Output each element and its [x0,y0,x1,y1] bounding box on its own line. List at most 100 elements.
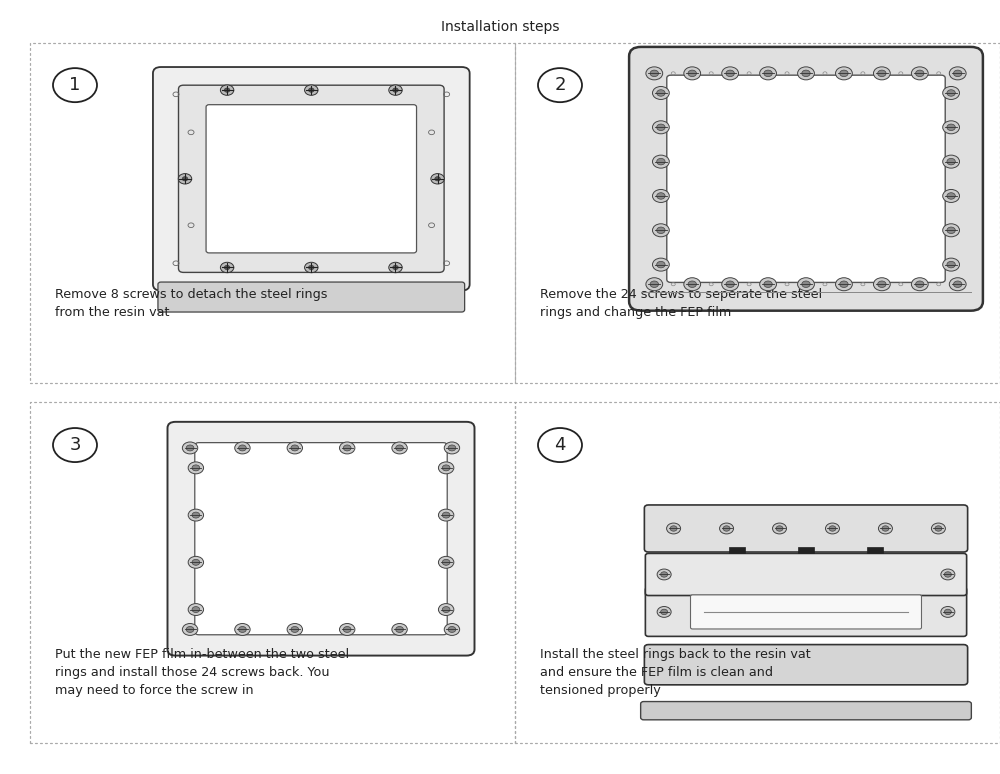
Circle shape [720,523,734,534]
Circle shape [435,176,440,181]
Circle shape [760,67,776,80]
Circle shape [916,281,924,287]
Circle shape [305,85,318,95]
Circle shape [192,607,200,612]
Circle shape [670,526,677,531]
Circle shape [308,265,314,269]
Circle shape [657,569,671,580]
Circle shape [935,526,942,531]
Circle shape [392,442,407,454]
Circle shape [726,70,734,77]
Circle shape [652,258,669,271]
Circle shape [943,190,960,203]
Circle shape [188,604,204,615]
Circle shape [657,90,665,96]
FancyBboxPatch shape [153,67,470,290]
Circle shape [192,512,200,518]
Circle shape [911,278,928,291]
Circle shape [949,67,966,80]
FancyBboxPatch shape [641,701,971,720]
Text: 1: 1 [69,76,81,94]
Circle shape [773,523,787,534]
Circle shape [438,462,454,474]
Circle shape [448,626,456,632]
Circle shape [389,85,402,95]
Circle shape [287,442,303,454]
Circle shape [878,281,886,287]
Circle shape [657,159,665,165]
Circle shape [188,557,204,568]
Circle shape [688,281,696,287]
Circle shape [448,445,456,451]
Circle shape [442,465,450,471]
Bar [729,546,745,553]
Circle shape [396,626,403,632]
Circle shape [178,173,192,184]
Circle shape [438,604,454,615]
Circle shape [802,281,810,287]
FancyBboxPatch shape [158,282,465,312]
Circle shape [192,560,200,565]
Circle shape [224,88,230,92]
Circle shape [442,560,450,565]
Circle shape [652,224,669,237]
Circle shape [291,626,299,632]
Circle shape [836,67,852,80]
Text: Remove the 24 screws to seperate the steel
rings and change the FEP film: Remove the 24 screws to seperate the ste… [540,288,822,319]
Circle shape [652,87,669,100]
Circle shape [661,609,668,615]
Circle shape [764,70,772,77]
Circle shape [396,445,403,451]
Circle shape [646,67,663,80]
Circle shape [182,176,188,181]
Circle shape [343,445,351,451]
FancyBboxPatch shape [644,645,968,685]
Circle shape [840,70,848,77]
Text: Installation steps: Installation steps [441,20,559,34]
Circle shape [941,607,955,618]
Circle shape [235,442,250,454]
Circle shape [667,523,681,534]
Circle shape [652,155,669,168]
Circle shape [305,262,318,272]
Circle shape [684,67,701,80]
Circle shape [188,509,204,521]
Circle shape [954,281,962,287]
Circle shape [650,281,658,287]
Circle shape [657,193,665,199]
Circle shape [722,278,739,291]
Circle shape [882,526,889,531]
Circle shape [931,523,945,534]
Circle shape [657,262,665,268]
Circle shape [657,607,671,618]
FancyBboxPatch shape [167,422,474,656]
Circle shape [431,173,444,184]
Circle shape [947,227,955,234]
Circle shape [944,609,951,615]
Circle shape [840,281,848,287]
Circle shape [444,624,460,635]
Circle shape [389,262,402,272]
Circle shape [182,442,198,454]
FancyBboxPatch shape [645,553,967,595]
Circle shape [943,155,960,168]
Circle shape [949,278,966,291]
Bar [798,546,814,553]
Text: 2: 2 [554,76,566,94]
Circle shape [947,124,955,131]
FancyBboxPatch shape [179,85,444,272]
Bar [867,546,883,553]
Circle shape [442,512,450,518]
Circle shape [186,626,194,632]
Text: Install the steel rings back to the resin vat
and ensure the FEP film is clean a: Install the steel rings back to the resi… [540,648,811,697]
Circle shape [722,67,739,80]
FancyBboxPatch shape [206,104,417,253]
Circle shape [393,265,398,269]
Circle shape [343,626,351,632]
Circle shape [661,572,668,577]
Circle shape [186,445,194,451]
Circle shape [442,607,450,612]
Circle shape [947,262,955,268]
Circle shape [652,190,669,203]
Circle shape [652,121,669,134]
